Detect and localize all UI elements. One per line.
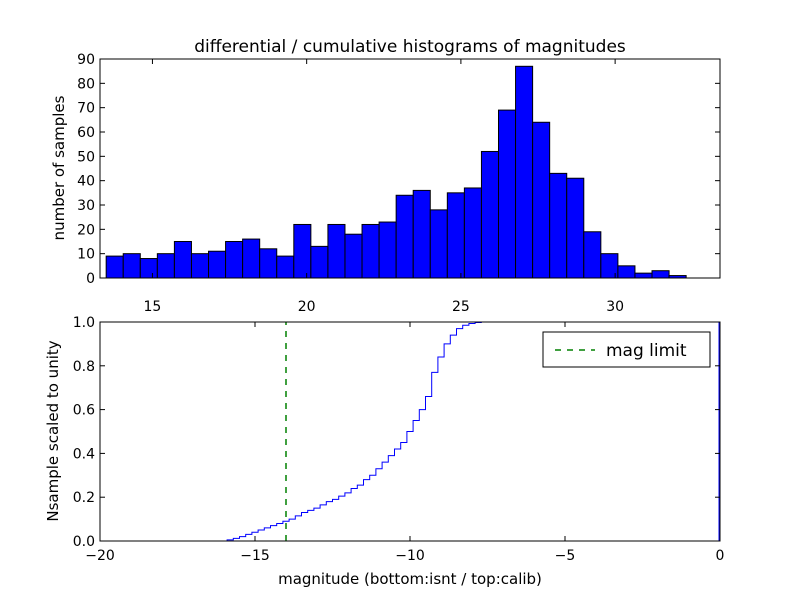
bottom-x-tick-label: −20: [85, 548, 115, 564]
bottom-plot-frame: [99, 321, 721, 542]
histogram-bar: [651, 270, 670, 279]
top-y-tick-label: 60: [77, 125, 95, 141]
histogram-bar: [463, 187, 482, 279]
histogram-bar: [429, 209, 448, 279]
histogram-bar: [173, 241, 192, 279]
histogram-bar: [412, 189, 431, 279]
histogram-bar: [583, 231, 602, 279]
top-y-tick-label: 90: [77, 52, 95, 68]
top-y-tick-label: 50: [77, 149, 95, 165]
top-y-tick-label: 0: [86, 271, 95, 287]
top-axis-ticks: 0 10 20 30 40 50 60 70 80 90 15 20 25 30: [77, 52, 720, 315]
histogram-bar: [105, 255, 124, 279]
top-plot-frame: [99, 58, 721, 279]
histogram-bar: [225, 241, 244, 279]
differential-histogram-panel: differential / cumulative histograms of …: [50, 37, 721, 315]
top-x-tick-label: 20: [298, 299, 316, 315]
histogram-bar: [327, 223, 346, 279]
histogram-bar: [378, 221, 397, 279]
bottom-y-axis-label: Nsample scaled to unity: [44, 340, 62, 521]
histogram-bar: [276, 255, 295, 279]
bottom-x-axis-label: magnitude (bottom:isnt / top:calib): [278, 570, 542, 588]
histogram-bar: [617, 265, 636, 279]
histogram-bar: [259, 248, 278, 279]
histogram-bar: [515, 65, 534, 279]
legend: mag limit: [542, 331, 711, 368]
chart-title: differential / cumulative histograms of …: [194, 37, 626, 57]
top-x-tick-label: 15: [144, 299, 162, 315]
histogram-bar: [532, 121, 551, 279]
histogram-bar: [566, 177, 585, 279]
top-y-tick-label: 20: [77, 222, 95, 238]
histogram-bar: [208, 250, 227, 279]
top-y-tick-label: 10: [77, 247, 95, 263]
histogram-bar: [156, 253, 175, 279]
top-y-tick-label: 40: [77, 174, 95, 190]
top-y-tick-label: 30: [77, 198, 95, 214]
bottom-x-tick-label: −15: [240, 548, 270, 564]
cumulative-step-line: [100, 321, 720, 542]
histogram-bar: [361, 223, 380, 279]
histogram-bar: [310, 245, 329, 279]
histogram-bar: [190, 253, 210, 279]
cumulative-histogram-panel: Nsample scaled to unity magnitude (botto…: [44, 315, 724, 588]
top-x-tick-label: 25: [452, 299, 470, 315]
top-y-tick-label: 70: [77, 101, 95, 117]
bottom-y-tick-label: 0.0: [73, 534, 95, 550]
top-y-axis-label: number of samples: [50, 95, 68, 240]
bottom-x-tick-label: 0: [716, 548, 725, 564]
bottom-y-tick-label: 1.0: [73, 315, 95, 331]
histogram-bar: [549, 172, 568, 279]
bottom-y-tick-label: 0.8: [73, 359, 95, 375]
histogram-bar: [293, 223, 312, 279]
histogram-bar: [242, 238, 261, 279]
histogram-bar: [446, 192, 465, 279]
bottom-y-tick-label: 0.2: [73, 490, 95, 506]
bottom-y-tick-label: 0.4: [73, 446, 95, 462]
bottom-x-tick-label: −10: [395, 548, 425, 564]
histogram-bar: [634, 272, 653, 279]
top-x-tick-label: 30: [606, 299, 624, 315]
bottom-x-tick-label: −5: [555, 548, 576, 564]
legend-label: mag limit: [606, 341, 687, 361]
histogram-bar: [497, 109, 517, 279]
top-y-tick-label: 80: [77, 76, 95, 92]
histogram-bar: [480, 150, 499, 279]
bottom-y-tick-label: 0.6: [73, 403, 95, 419]
histogram-bars: [105, 65, 687, 279]
histogram-bar: [344, 233, 363, 279]
histogram-bar: [395, 194, 414, 279]
histogram-bar: [139, 258, 158, 279]
cumulative-lines: [100, 321, 720, 542]
histogram-bar: [122, 253, 141, 279]
